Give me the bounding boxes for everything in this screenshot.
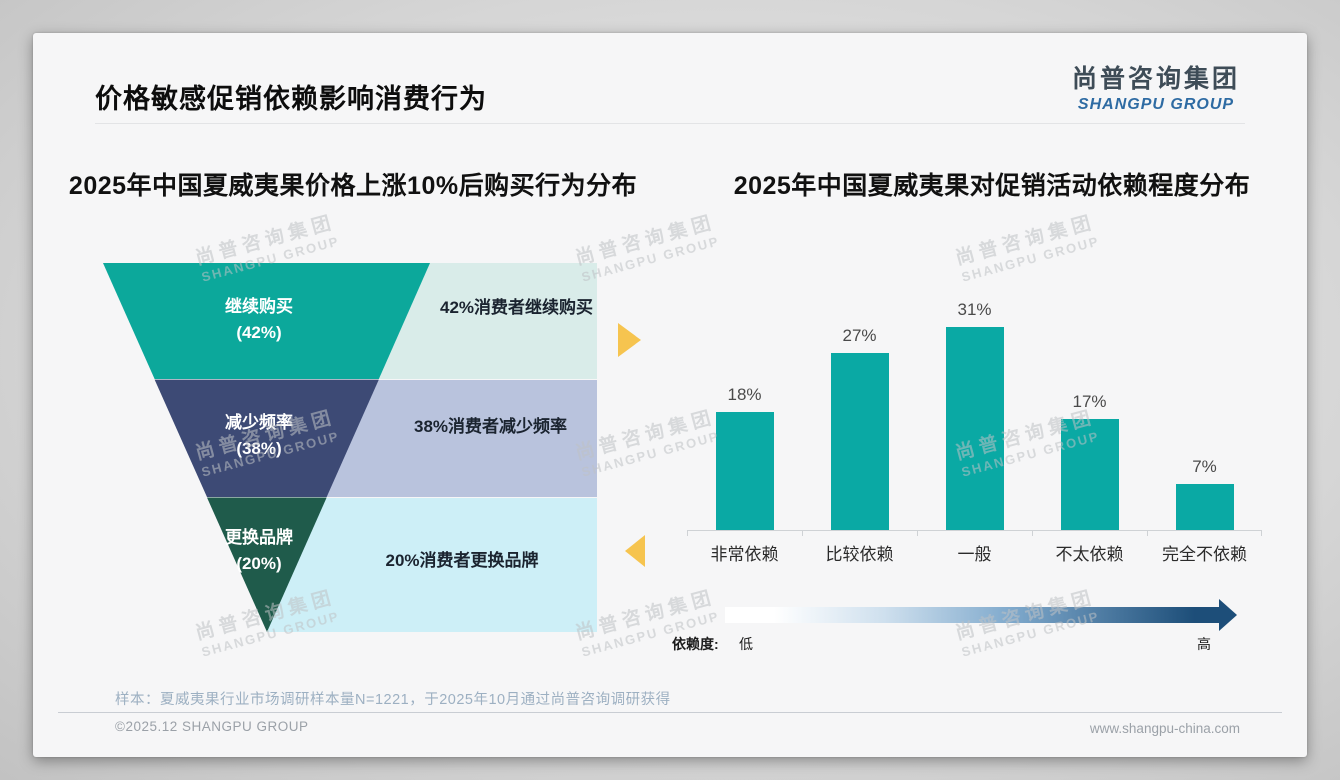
funnel-segment-continue xyxy=(103,263,430,380)
funnel-note-text: 38%消费者减少频率 xyxy=(413,417,568,436)
legend-high: 高 xyxy=(1197,636,1211,652)
segment-value: (38%) xyxy=(236,439,282,459)
category-label: 一般 xyxy=(957,545,992,564)
company-logo: 尚普咨询集团 SHANGPU GROUP xyxy=(1072,59,1240,114)
copyright-text: ©2025.12 SHANGPU GROUP xyxy=(115,719,309,734)
bar-very-dependent xyxy=(715,412,774,530)
x-axis-labels: 非常依赖 比较依赖 一般 不太依赖 完全不依赖 xyxy=(687,540,1262,565)
funnel-note-text: 42%消费者继续购买 xyxy=(439,297,594,317)
gradient-arrowhead-icon xyxy=(1219,599,1237,631)
footer-divider xyxy=(58,712,1282,713)
dependence-gradient-bar xyxy=(725,607,1219,623)
bar-not-dependent xyxy=(1175,484,1234,530)
bar-value-label: 31% xyxy=(957,300,992,319)
x-axis xyxy=(687,530,1262,536)
legend-low: 低 xyxy=(739,636,753,652)
bar-cell: 17% xyxy=(1032,392,1147,530)
bar-less-dependent xyxy=(1060,419,1119,530)
logo-chinese-text: 尚普咨询集团 xyxy=(1071,65,1240,93)
legend-label: 依赖度: xyxy=(672,636,719,652)
bar-cell: 7% xyxy=(1147,457,1262,530)
bar-fairly-dependent xyxy=(830,353,889,530)
website-text: www.shangpu-china.com xyxy=(1089,721,1240,736)
axis-tick xyxy=(917,531,918,536)
bar-value-label: 17% xyxy=(1072,392,1107,411)
funnel-chart-title: 2025年中国夏威夷果价格上涨10%后购买行为分布 xyxy=(68,172,638,200)
bar-cell: 27% xyxy=(802,326,917,530)
sample-note: 样本：夏威夷果行业市场调研样本量N=1221，于2025年10月通过尚普咨询调研… xyxy=(115,692,671,708)
dependence-legend: 依赖度: 低 高 xyxy=(672,634,1262,654)
arrow-left-icon xyxy=(625,535,645,567)
category-label: 不太依赖 xyxy=(1055,545,1124,564)
axis-tick xyxy=(687,531,688,536)
category-label: 完全不依赖 xyxy=(1162,545,1247,564)
funnel-segment-label: 更换品牌 (20%) xyxy=(183,525,335,578)
logo-english-text: SHANGPU GROUP xyxy=(1077,96,1235,113)
bar-value-label: 7% xyxy=(1192,457,1217,476)
axis-tick xyxy=(802,531,803,536)
funnel-segment-label: 减少频率 (38%) xyxy=(183,410,335,463)
funnel-segment-label: 继续购买 (42%) xyxy=(183,294,335,347)
bar-value-label: 18% xyxy=(727,385,762,404)
bar-value-label: 27% xyxy=(842,326,877,345)
bar-chart-title: 2025年中国夏威夷果对促销活动依赖程度分布 xyxy=(733,172,1251,200)
watermark: 尚普咨询集团 SHANGPU GROUP xyxy=(953,211,1102,285)
page-title: 价格敏感促销依赖影响消费行为 xyxy=(95,84,487,114)
axis-tick xyxy=(1032,531,1033,536)
category-label: 非常依赖 xyxy=(710,545,779,564)
arrow-right-icon xyxy=(618,323,641,357)
funnel-chart xyxy=(103,263,430,632)
bar-cell: 31% xyxy=(917,300,1032,530)
segment-name: 更换品牌 xyxy=(225,528,293,547)
funnel-note-switch: 20%消费者更换品牌 xyxy=(267,498,597,632)
slide-card: 价格敏感促销依赖影响消费行为 尚普咨询集团 SHANGPU GROUP 2025… xyxy=(33,33,1307,757)
segment-value: (20%) xyxy=(236,554,282,574)
segment-name: 减少频率 xyxy=(225,413,293,432)
category-label: 比较依赖 xyxy=(825,545,894,564)
segment-value: (42%) xyxy=(236,323,282,343)
segment-name: 继续购买 xyxy=(225,297,293,316)
bar-cell: 18% xyxy=(687,385,802,530)
funnel-note-reduce: 38%消费者减少频率 xyxy=(326,380,597,497)
axis-tick xyxy=(1261,531,1262,536)
funnel-note-text: 20%消费者更换品牌 xyxy=(385,550,539,570)
bar-chart: 18% 27% 31% 17% 7% xyxy=(687,291,1262,530)
bar-neutral xyxy=(945,327,1004,530)
axis-tick xyxy=(1147,531,1148,536)
header-divider xyxy=(95,123,1245,124)
